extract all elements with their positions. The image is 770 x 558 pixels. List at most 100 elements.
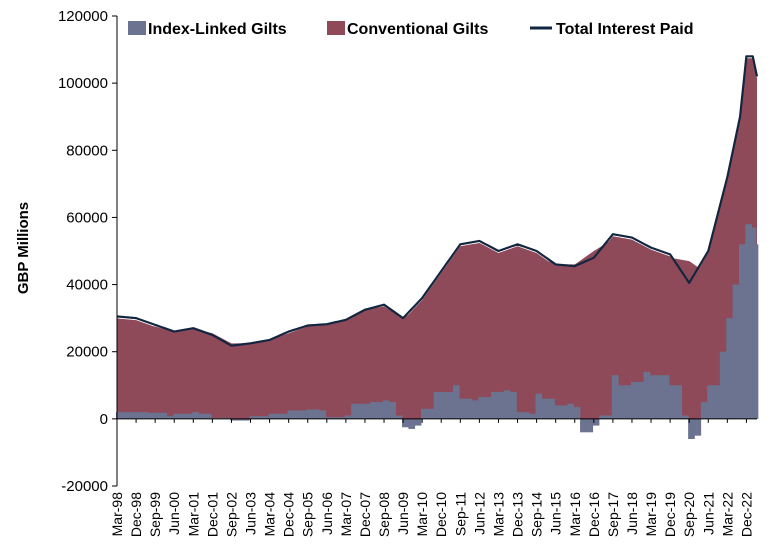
index-linked-bar bbox=[179, 413, 182, 419]
index-linked-bar bbox=[143, 412, 146, 419]
x-tick-label: Mar-10 bbox=[414, 492, 430, 537]
index-linked-bar bbox=[613, 375, 617, 419]
index-linked-bar bbox=[626, 385, 630, 419]
index-linked-bar bbox=[425, 408, 428, 419]
index-linked-bar bbox=[482, 397, 485, 419]
index-linked-bar bbox=[423, 408, 426, 419]
index-linked-bar bbox=[660, 375, 663, 419]
index-linked-bar bbox=[594, 418, 598, 426]
index-linked-bar bbox=[289, 410, 293, 419]
index-linked-bar bbox=[715, 385, 719, 419]
index-linked-bar bbox=[338, 417, 341, 419]
index-linked-bar bbox=[711, 385, 714, 419]
index-linked-bar bbox=[654, 375, 657, 419]
index-linked-bar bbox=[698, 418, 702, 436]
index-linked-bar bbox=[395, 415, 399, 419]
index-linked-bar bbox=[442, 392, 445, 419]
index-linked-bar bbox=[187, 413, 191, 419]
index-linked-bar bbox=[200, 413, 204, 419]
index-linked-bar bbox=[232, 418, 235, 421]
x-tick-label: Mar-04 bbox=[262, 492, 278, 537]
index-linked-bar bbox=[724, 351, 727, 419]
index-linked-bar bbox=[575, 407, 579, 419]
legend-swatch-index-linked bbox=[128, 21, 146, 35]
index-linked-bar bbox=[505, 390, 509, 419]
index-linked-bar bbox=[734, 284, 738, 419]
index-linked-bar bbox=[332, 417, 335, 419]
series-total-line bbox=[116, 55, 759, 347]
index-linked-bar bbox=[192, 412, 195, 419]
index-linked-bar bbox=[605, 415, 608, 419]
index-linked-bar bbox=[124, 412, 127, 419]
index-linked-bar bbox=[471, 400, 475, 419]
index-linked-bar bbox=[688, 418, 691, 439]
index-linked-bar bbox=[478, 397, 481, 419]
index-linked-bar bbox=[461, 398, 464, 419]
index-linked-bar bbox=[675, 385, 678, 419]
index-linked-bar bbox=[440, 392, 443, 419]
x-tick-label: Dec-16 bbox=[586, 492, 602, 537]
index-linked-bar bbox=[285, 413, 288, 419]
index-linked-bar bbox=[128, 412, 132, 419]
index-linked-bar bbox=[656, 375, 659, 419]
index-linked-bar bbox=[584, 418, 587, 433]
index-linked-bar bbox=[499, 392, 502, 419]
index-linked-bar bbox=[560, 405, 564, 419]
x-tick-label: Mar-01 bbox=[185, 492, 201, 537]
index-linked-bar bbox=[130, 412, 134, 419]
index-linked-bar bbox=[406, 418, 409, 428]
x-tick-label: Mar-16 bbox=[567, 492, 583, 537]
index-linked-bar bbox=[154, 412, 157, 419]
index-linked-bar bbox=[221, 417, 225, 419]
index-linked-bar bbox=[431, 408, 435, 419]
index-linked-bar bbox=[323, 410, 327, 419]
index-linked-bar bbox=[696, 418, 700, 436]
index-linked-bar bbox=[198, 413, 202, 419]
index-linked-bar bbox=[372, 402, 375, 419]
index-linked-bar bbox=[149, 412, 153, 419]
index-linked-bar bbox=[641, 381, 644, 419]
index-linked-bar bbox=[603, 415, 606, 419]
index-linked-bar bbox=[438, 392, 441, 419]
index-linked-bar bbox=[344, 415, 348, 419]
index-linked-bar bbox=[501, 392, 505, 419]
y-tick-label: 40000 bbox=[66, 277, 108, 294]
index-linked-bar bbox=[399, 415, 403, 419]
index-linked-bar bbox=[137, 412, 140, 419]
plot-area bbox=[115, 55, 759, 439]
y-tick-label: -20000 bbox=[61, 478, 108, 495]
index-linked-bar bbox=[156, 412, 159, 419]
index-linked-bar bbox=[514, 392, 517, 419]
index-linked-bar bbox=[747, 224, 750, 419]
index-linked-bar bbox=[552, 398, 555, 419]
index-linked-bar bbox=[686, 415, 689, 419]
x-tick-label: Jun-15 bbox=[548, 492, 564, 535]
index-linked-bar bbox=[247, 418, 250, 421]
index-linked-bar bbox=[418, 418, 422, 426]
index-linked-bar bbox=[503, 390, 507, 419]
x-tick-label: Mar-07 bbox=[338, 492, 354, 537]
index-linked-bar bbox=[457, 385, 460, 419]
index-linked-bar bbox=[467, 398, 471, 419]
index-linked-bar bbox=[518, 412, 522, 419]
index-linked-bar bbox=[376, 402, 380, 419]
index-linked-bar bbox=[368, 403, 371, 419]
index-linked-bar bbox=[325, 417, 329, 419]
index-linked-bar bbox=[287, 410, 291, 419]
index-linked-bar bbox=[234, 418, 238, 421]
index-linked-bar bbox=[524, 412, 528, 419]
index-linked-bar bbox=[310, 409, 314, 419]
index-linked-bar bbox=[306, 409, 310, 419]
index-linked-bar bbox=[580, 418, 583, 433]
index-linked-bar bbox=[662, 375, 666, 419]
index-linked-bar bbox=[151, 412, 155, 419]
index-linked-bar bbox=[679, 385, 683, 419]
y-tick-label: 60000 bbox=[66, 209, 108, 226]
index-linked-bar bbox=[319, 410, 322, 419]
index-linked-bar bbox=[270, 413, 274, 419]
index-linked-bar bbox=[546, 398, 549, 419]
x-tick-label: Sep-11 bbox=[452, 492, 468, 536]
index-linked-bar bbox=[300, 410, 303, 419]
index-linked-bar bbox=[755, 244, 759, 419]
index-linked-bar bbox=[351, 403, 354, 419]
